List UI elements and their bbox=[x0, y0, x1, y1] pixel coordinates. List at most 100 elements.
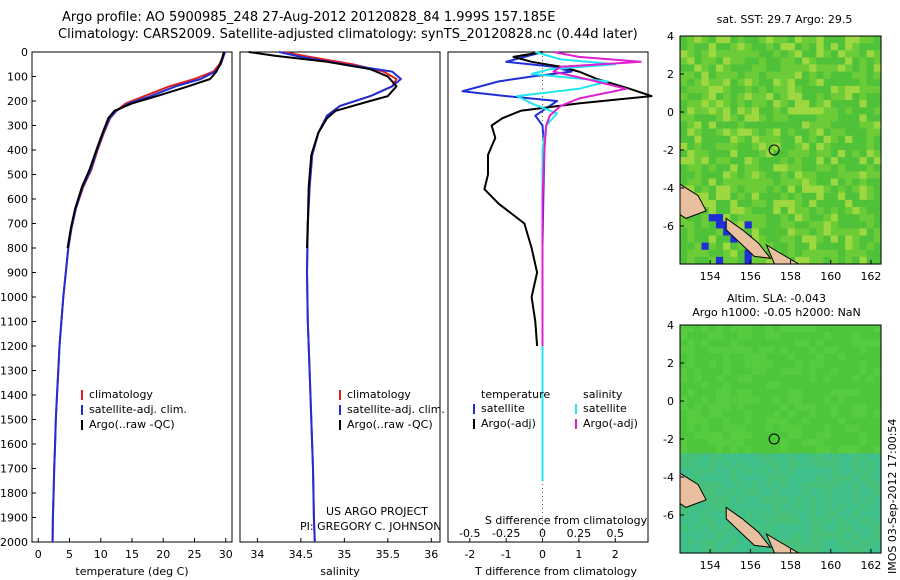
map-cell bbox=[773, 85, 782, 94]
map-cell bbox=[715, 100, 724, 108]
map-cell bbox=[859, 221, 868, 229]
map-cell bbox=[873, 460, 882, 469]
map-cell bbox=[715, 150, 724, 158]
map-cell bbox=[730, 460, 739, 469]
map-cell bbox=[723, 339, 731, 347]
sst-map-land-2 bbox=[725, 217, 772, 259]
temperature-series-satellite-adj--clim- bbox=[51, 51, 227, 543]
map-cell bbox=[680, 517, 688, 526]
map-cell bbox=[809, 178, 817, 187]
map-cell bbox=[680, 360, 688, 369]
map-cell bbox=[694, 439, 703, 447]
map-cell bbox=[708, 410, 717, 419]
map-cell bbox=[708, 360, 717, 369]
map-cell bbox=[852, 439, 861, 447]
map-cell bbox=[830, 114, 839, 123]
map-cell bbox=[694, 36, 703, 44]
map-cell bbox=[694, 417, 703, 426]
map-cell bbox=[715, 431, 724, 440]
salinity-series-satellite-adj--clim- bbox=[278, 51, 402, 543]
map-cell bbox=[766, 325, 774, 333]
map-cell bbox=[773, 481, 782, 490]
map-cell bbox=[816, 214, 825, 222]
map-cell bbox=[809, 410, 817, 419]
map-cell bbox=[780, 382, 789, 390]
map-cell bbox=[701, 460, 710, 469]
map-cell bbox=[715, 57, 724, 66]
map-cell bbox=[737, 531, 746, 540]
map-cell bbox=[859, 57, 868, 66]
map-cell bbox=[759, 417, 767, 426]
map-cell bbox=[694, 171, 703, 180]
map-cell bbox=[823, 43, 832, 51]
map-cell bbox=[802, 64, 810, 73]
temperature-series-climatology bbox=[51, 51, 226, 543]
map-cell bbox=[809, 396, 817, 404]
map-cell bbox=[723, 93, 731, 101]
map-cell bbox=[766, 403, 774, 412]
map-cell bbox=[751, 503, 760, 511]
map-cell bbox=[859, 353, 868, 362]
map-cell bbox=[852, 410, 861, 419]
salinity-x-tick-label: 34 bbox=[250, 548, 264, 561]
map-cell bbox=[866, 128, 875, 137]
map-cell bbox=[802, 93, 810, 101]
map-cell bbox=[816, 192, 825, 201]
map-cell bbox=[830, 85, 839, 94]
map-cell bbox=[680, 453, 688, 461]
depth-tick-label: 0 bbox=[21, 46, 28, 59]
map-cell bbox=[845, 114, 853, 123]
map-cell bbox=[866, 164, 875, 172]
map-cell bbox=[823, 64, 832, 73]
map-cell bbox=[787, 100, 796, 108]
map-cell bbox=[852, 249, 861, 258]
map-cell bbox=[773, 503, 782, 511]
map-cell bbox=[866, 150, 875, 158]
map-cell bbox=[830, 235, 839, 244]
map-cell bbox=[766, 481, 774, 490]
map-cell bbox=[809, 446, 817, 454]
map-cell bbox=[708, 142, 717, 151]
map-cell bbox=[866, 474, 875, 483]
map-cell bbox=[780, 325, 789, 333]
map-cell bbox=[852, 199, 861, 208]
map-cell bbox=[694, 93, 703, 101]
map-cell bbox=[845, 78, 853, 87]
map-cell bbox=[787, 453, 796, 461]
map-cell bbox=[852, 403, 861, 412]
map-cell bbox=[787, 396, 796, 404]
map-cell bbox=[715, 114, 724, 123]
map-cell bbox=[759, 510, 767, 518]
map-cell bbox=[715, 249, 724, 258]
depth-tick-label: 300 bbox=[7, 120, 28, 133]
map-cell bbox=[794, 374, 803, 383]
map-cell bbox=[694, 503, 703, 511]
map-cell bbox=[701, 332, 710, 340]
depth-tick-label: 1400 bbox=[0, 389, 28, 402]
map-cell bbox=[837, 242, 846, 251]
map-cell bbox=[687, 85, 695, 94]
map-cell bbox=[794, 460, 803, 469]
map-cell bbox=[687, 339, 695, 347]
map-cell bbox=[780, 171, 789, 180]
map-cell bbox=[823, 164, 832, 172]
map-cell bbox=[830, 93, 839, 101]
map-cell bbox=[751, 360, 760, 369]
map-cell bbox=[751, 431, 760, 440]
map-cell bbox=[759, 488, 767, 497]
map-cell bbox=[730, 346, 739, 355]
map-cell bbox=[794, 424, 803, 433]
map-cell bbox=[766, 64, 774, 73]
map-cell bbox=[773, 346, 782, 355]
map-cell bbox=[816, 339, 825, 347]
map-cell bbox=[845, 121, 853, 130]
map-cell bbox=[687, 467, 695, 476]
map-cell bbox=[715, 382, 724, 390]
map-cell bbox=[859, 389, 868, 397]
map-cell bbox=[737, 171, 746, 180]
map-cell bbox=[780, 403, 789, 412]
legend-label: Argo(-adj) bbox=[481, 417, 536, 430]
map-cell bbox=[737, 474, 746, 483]
map-cell bbox=[816, 221, 825, 229]
map-cell bbox=[701, 199, 710, 208]
